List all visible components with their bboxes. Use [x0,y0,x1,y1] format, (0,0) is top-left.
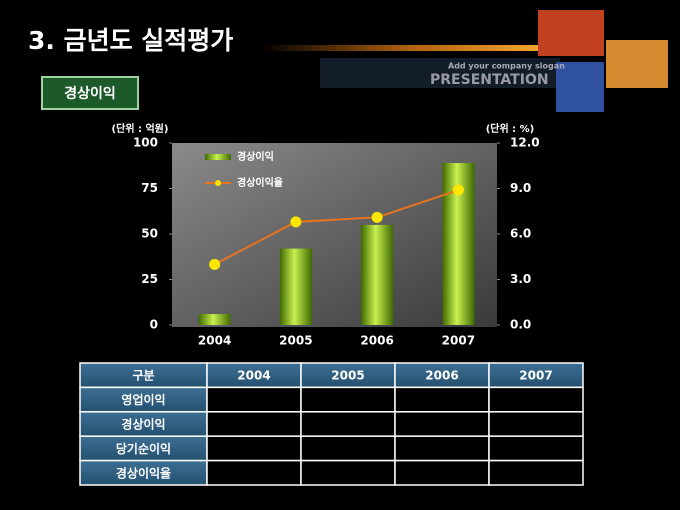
table-cell [300,435,396,462]
table-cell [79,386,208,413]
table-cell [394,411,490,437]
legend-swatch [205,154,231,160]
table-cell [206,435,302,462]
table-text: 경상이익율 [116,465,171,480]
badge-label: 경상이익 [64,85,116,102]
table-cell [79,435,208,462]
table-cell [206,459,302,486]
table-text: 2006 [425,369,458,383]
table-cell [206,362,302,389]
y-tick-label: 25 [141,272,158,286]
bar [279,248,312,325]
table-cell [488,435,584,462]
table-cell [300,386,396,413]
table-cell [488,362,584,389]
table-cell [300,411,396,437]
y-tick-label: 0 [150,318,158,332]
y2-tick-label: 0.0 [510,318,531,332]
table-cell [488,459,584,486]
table-cell [394,459,490,486]
y2-tick-label: 9.0 [510,181,531,195]
marker [371,211,383,223]
title: 3. 금년도 실적평가 [28,26,233,55]
table-text: 2007 [519,369,552,383]
y2-tick-label: 6.0 [510,227,531,241]
table-cell [206,386,302,413]
table-text: 경상이익 [121,417,165,432]
photo [606,40,668,88]
table-cell [79,459,208,486]
legend-marker [215,180,221,186]
brand: PRESENTATION [430,72,549,88]
x-tick-label: 2006 [360,334,393,348]
marker [290,216,302,228]
table-text: 당기순이익 [116,441,171,456]
table-text: 2005 [331,369,364,383]
table-text: 영업이익 [121,392,165,407]
y-tick-label: 50 [141,227,158,241]
bar [198,314,231,325]
legend-label: 경상이익율 [237,176,283,189]
y2-tick-label: 12.0 [510,136,540,150]
y2-unit: (단위 : %) [486,122,535,135]
header-stripe [260,45,560,51]
x-tick-label: 2007 [442,334,475,348]
y-tick-label: 75 [141,181,158,195]
x-tick-label: 2004 [198,334,231,348]
y2-tick-label: 3.0 [510,272,531,286]
bar [361,224,394,325]
x-tick-label: 2005 [279,334,312,348]
table-text: 2004 [237,369,270,383]
table-cell [394,435,490,462]
photo [538,10,604,56]
header-band [320,58,560,88]
table-cell [394,386,490,413]
y-unit: (단위 : 억원) [112,122,169,135]
table-text: 구분 [132,369,154,383]
table-cell [488,411,584,437]
photo [556,62,604,112]
table-cell [300,362,396,389]
table-cell [488,386,584,413]
y-tick-label: 100 [133,136,158,150]
table-cell [300,459,396,486]
marker [452,184,464,196]
marker [209,258,221,270]
legend-label: 경상이익 [237,150,274,163]
table-cell [206,411,302,437]
table-cell [79,411,208,437]
line [214,189,459,266]
badge [41,76,139,110]
slogan: Add your company slogan [448,62,565,71]
table-cell [394,362,490,389]
